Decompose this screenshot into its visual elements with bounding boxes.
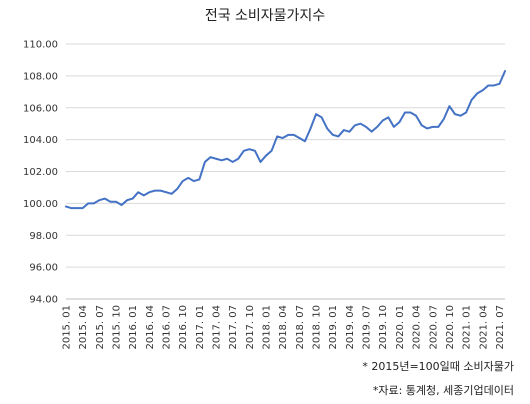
x-tick-label: 2019. 07 [362,305,373,350]
x-tick-label: 2015. 10 [112,305,123,350]
x-tick-label: 2016. 10 [178,305,189,350]
series-layer [65,70,506,210]
x-tick-label: 2017. 10 [245,305,256,350]
grid-lines [66,43,505,300]
x-tick-label: 2018. 07 [295,305,306,350]
y-tick-label: 106.00 [23,103,58,114]
x-tick-label: 2016. 04 [145,305,156,350]
x-tick-label: 2017. 04 [212,305,223,350]
x-tick-label: 2021. 01 [462,305,473,350]
x-tick-label: 2020. 04 [412,305,423,350]
y-tick-label: 98.00 [29,231,58,242]
y-tick-label: 96.00 [29,263,58,274]
x-tick-label: 2019. 01 [328,305,339,350]
source-note: *자료: 통계청, 세종기업데이터 [372,384,514,397]
x-tick-label: 2019. 04 [345,305,356,350]
x-tick-label: 2017. 07 [228,305,239,350]
x-tick-label: 2015. 01 [62,305,73,350]
y-tick-label: 94.00 [29,295,58,306]
chart-title: 전국 소비자물가지수 [205,8,325,24]
x-tick-label: 2019. 10 [378,305,389,350]
y-axis-tick-labels: 94.00 96.00 98.00 100.00 102.00 104.00 106.00 1… [23,40,58,306]
y-tick-label: 104.00 [23,135,58,146]
x-tick-label: 2020. 10 [445,305,456,350]
x-axis-tick-labels: 2015. 01 2015. 04 2015. 07 2015. 10 2016. 01… [62,305,506,350]
x-tick-label: 2020. 07 [428,305,439,350]
x-tick-label: 2018. 01 [262,305,273,350]
x-tick-label: 2020. 01 [395,305,406,350]
x-tick-label: 2016. 01 [128,305,139,350]
series-line [65,70,506,210]
base-year-note: * 2015년=100일때 소비자물가 [362,360,514,373]
y-tick-label: 108.00 [23,71,58,82]
x-tick-label: 2018. 10 [312,305,323,350]
y-tick-label: 110.00 [23,40,58,51]
x-tick-label: 2021. 07 [495,305,506,350]
x-tick-label: 2018. 04 [278,305,289,350]
x-tick-label: 2016. 07 [162,305,173,350]
y-tick-label: 102.00 [23,167,58,178]
x-tick-label: 2017. 01 [195,305,206,350]
x-tick-label: 2015. 04 [78,305,89,350]
x-tick-label: 2021. 04 [478,305,489,350]
x-tick-label: 2015. 07 [95,305,106,350]
y-tick-label: 100.00 [23,199,58,210]
